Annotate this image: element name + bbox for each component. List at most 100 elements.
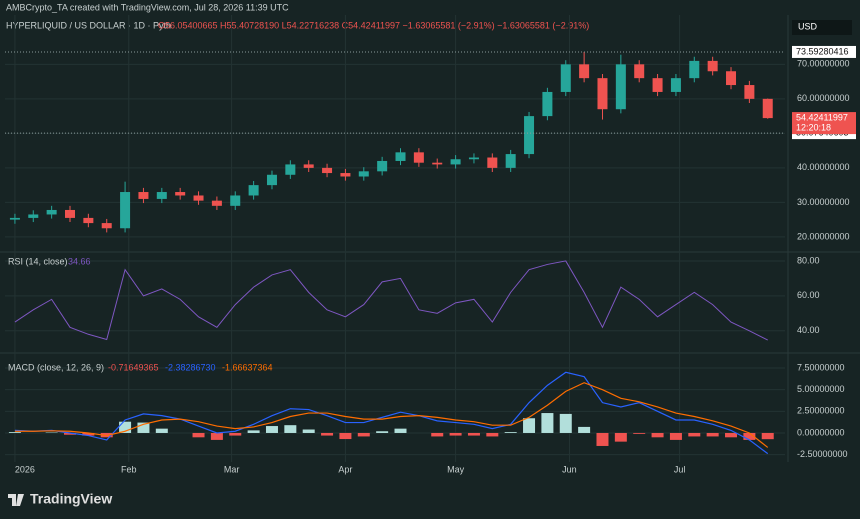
indicator-title: RSI (14, close) xyxy=(8,256,68,266)
candle-body xyxy=(432,162,443,165)
macd-line xyxy=(14,382,769,448)
indicator-title: MACD (close, 12, 26, 9) xyxy=(8,362,104,372)
candle-body xyxy=(652,78,663,92)
y-tick-label: 30.00000000 xyxy=(797,197,850,207)
histogram-bar xyxy=(706,432,719,437)
histogram-bar xyxy=(64,432,76,435)
legend-value: -2.38286730 xyxy=(165,362,216,372)
x-tick-label: Mar xyxy=(224,464,240,474)
candle-body xyxy=(670,78,681,92)
currency-box xyxy=(792,20,852,35)
histogram-bar xyxy=(559,413,572,433)
candle-body xyxy=(83,217,94,224)
candle-body xyxy=(524,116,535,155)
candle-body xyxy=(413,152,424,163)
histogram-bar xyxy=(321,432,334,436)
histogram-bar xyxy=(449,432,462,436)
x-tick-label: Feb xyxy=(121,464,137,474)
histogram-bar xyxy=(578,426,591,433)
y-tick-label: 20.00000000 xyxy=(797,231,850,241)
last-price-box xyxy=(792,112,856,135)
histogram-bar xyxy=(302,429,315,433)
marker-box xyxy=(792,45,856,58)
histogram-bar xyxy=(651,432,664,438)
candle-body xyxy=(303,164,314,168)
histogram-bar xyxy=(614,432,627,442)
y-tick-label: 80.00 xyxy=(797,255,820,265)
candle-body xyxy=(28,214,39,218)
currency: USD xyxy=(798,21,818,31)
candle-body xyxy=(597,78,608,110)
candle-body xyxy=(707,60,718,72)
candle-body xyxy=(65,209,75,218)
histogram-bar xyxy=(247,430,260,433)
candle-body xyxy=(487,157,498,168)
ohlc: O56.05400665 H55.40728190 L54.22716238 C… xyxy=(158,20,589,30)
x-tick-label: Jul xyxy=(674,464,686,474)
legend-value: -0.71649365 xyxy=(108,362,159,372)
candle-body xyxy=(138,192,149,199)
y-tick-label: 60.00000000 xyxy=(797,93,850,103)
y-tick-label: 2.50000000 xyxy=(797,406,845,416)
x-tick-label: May xyxy=(447,464,465,474)
candle-body xyxy=(285,164,296,175)
countdown: 12:20:18 xyxy=(796,122,831,132)
histogram-bar xyxy=(137,422,150,433)
y-tick-label: 70.00000000 xyxy=(797,59,850,69)
candle-body xyxy=(726,71,737,86)
histogram-bar xyxy=(431,432,444,437)
candle-body xyxy=(248,185,259,196)
candle-body xyxy=(156,192,167,199)
candle-body xyxy=(744,85,755,99)
y-tick-label: -2.50000000 xyxy=(797,449,848,459)
histogram-bar xyxy=(155,428,168,433)
credit: AMBCrypto_TA created with TradingView.co… xyxy=(6,2,289,12)
candle-body xyxy=(358,171,369,177)
histogram-bar xyxy=(596,432,609,446)
x-tick-label: 2026 xyxy=(15,464,35,474)
histogram-bar xyxy=(210,432,223,440)
last-price: 54.42411997 xyxy=(796,112,848,122)
histogram-bar xyxy=(725,432,738,438)
candle-body xyxy=(266,174,277,186)
histogram-bar xyxy=(394,428,407,433)
histogram-bar xyxy=(119,421,132,433)
histogram-bar xyxy=(265,426,278,433)
y-tick-label: 60.00 xyxy=(797,290,820,300)
candle-body xyxy=(175,192,186,196)
candle-body xyxy=(230,195,241,206)
candle-body xyxy=(101,223,112,229)
candle-body xyxy=(46,209,57,215)
marker-label: 73.59280416 xyxy=(796,46,849,56)
candle-body xyxy=(9,217,20,220)
histogram-bar xyxy=(376,431,389,433)
candle-body xyxy=(211,200,222,206)
histogram-bar xyxy=(357,432,370,437)
histogram-bar xyxy=(192,432,205,438)
candle-body xyxy=(377,160,388,172)
histogram-bar xyxy=(339,432,352,440)
histogram-bar xyxy=(541,413,554,433)
legend-value: -1.66637364 xyxy=(222,362,273,372)
rsi-value: 34.66 xyxy=(68,256,91,266)
x-tick-label: Apr xyxy=(338,464,352,474)
candle-body xyxy=(689,60,700,79)
y-tick-label: 7.50000000 xyxy=(797,362,845,372)
candle-body xyxy=(450,159,461,165)
histogram-bar xyxy=(761,432,774,440)
histogram-bar xyxy=(8,432,21,433)
candle-body xyxy=(615,64,626,110)
histogram-bar xyxy=(82,432,95,436)
histogram-bar xyxy=(523,418,536,433)
logo-icon xyxy=(8,494,24,506)
candle-body xyxy=(505,154,516,168)
histogram-bar xyxy=(669,432,682,440)
candle-body xyxy=(468,157,479,160)
macd-line xyxy=(14,371,769,455)
histogram-bar xyxy=(467,432,480,436)
candle-body xyxy=(120,192,131,229)
y-tick-label: 40.00000000 xyxy=(797,162,850,172)
candle-body xyxy=(762,98,773,119)
candle-body xyxy=(542,91,553,117)
